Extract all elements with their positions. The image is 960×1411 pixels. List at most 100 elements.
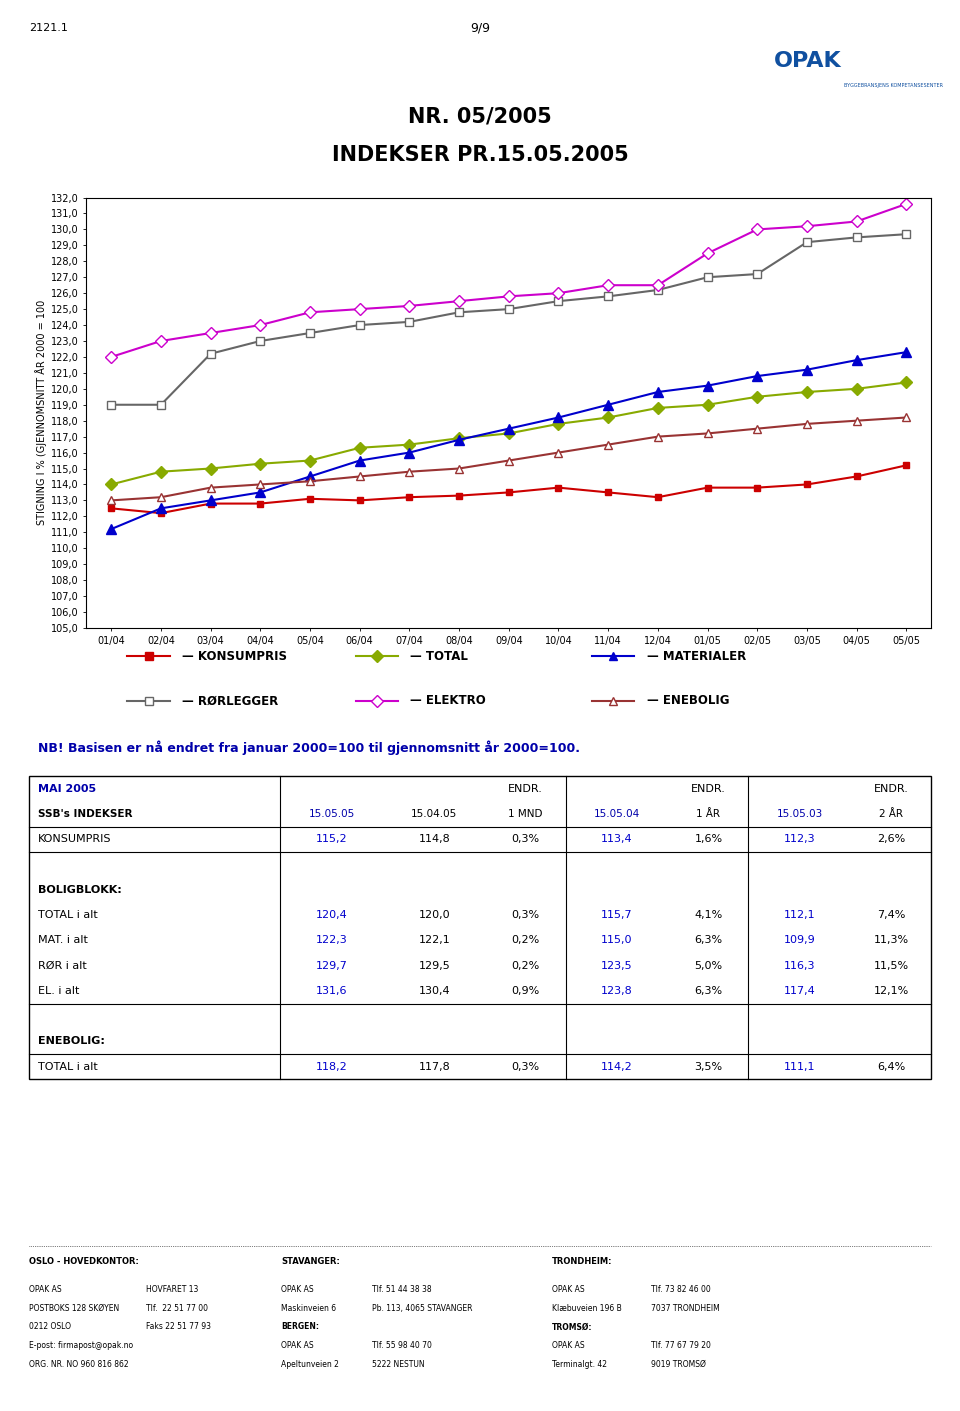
- Text: 4,1%: 4,1%: [694, 910, 723, 920]
- Text: — TOTAL: — TOTAL: [411, 649, 468, 663]
- Text: Tlf.  22 51 77 00: Tlf. 22 51 77 00: [146, 1304, 208, 1312]
- Text: — RØRLEGGER: — RØRLEGGER: [182, 694, 278, 707]
- Text: 15.05.05: 15.05.05: [308, 809, 354, 818]
- Text: OPAK AS: OPAK AS: [29, 1285, 61, 1294]
- Text: Klæbuveien 196 B: Klæbuveien 196 B: [552, 1304, 622, 1312]
- Text: TOTAL i alt: TOTAL i alt: [37, 1061, 98, 1072]
- Text: 11,3%: 11,3%: [874, 935, 909, 945]
- Text: 2 ÅR: 2 ÅR: [879, 809, 903, 818]
- Text: E-post: firmapost@opak.no: E-post: firmapost@opak.no: [29, 1340, 132, 1350]
- Text: — ELEKTRO: — ELEKTRO: [411, 694, 487, 707]
- Text: 15.04.05: 15.04.05: [411, 809, 457, 818]
- Text: P R I S S T I G N I N G S R A P P O R T: P R I S S T I G N I N G S R A P P O R T: [280, 59, 608, 73]
- Text: 1 MND: 1 MND: [509, 809, 543, 818]
- Text: 0212 OSLO: 0212 OSLO: [29, 1322, 71, 1332]
- Text: — KONSUMPRIS: — KONSUMPRIS: [182, 649, 287, 663]
- Text: ORG. NR. NO 960 816 862: ORG. NR. NO 960 816 862: [29, 1360, 129, 1369]
- Text: 123,5: 123,5: [601, 961, 633, 971]
- Text: 116,3: 116,3: [784, 961, 816, 971]
- Text: 12,1%: 12,1%: [874, 986, 909, 996]
- Text: OPAK AS: OPAK AS: [281, 1340, 314, 1350]
- Text: Tlf. 77 67 79 20: Tlf. 77 67 79 20: [652, 1340, 711, 1350]
- Text: 131,6: 131,6: [316, 986, 348, 996]
- Text: BOLIGBLOKK:: BOLIGBLOKK:: [37, 885, 122, 895]
- Text: ENEBOLIG:: ENEBOLIG:: [37, 1037, 105, 1047]
- Text: Tlf. 55 98 40 70: Tlf. 55 98 40 70: [372, 1340, 432, 1350]
- Text: 129,7: 129,7: [316, 961, 348, 971]
- Text: 115,2: 115,2: [316, 834, 348, 844]
- Text: MAT. i alt: MAT. i alt: [37, 935, 87, 945]
- Text: 2121.1: 2121.1: [29, 23, 67, 34]
- Text: TOTAL i alt: TOTAL i alt: [37, 910, 98, 920]
- Text: 0,2%: 0,2%: [512, 961, 540, 971]
- Text: 0,2%: 0,2%: [512, 935, 540, 945]
- Text: TRONDHEIM:: TRONDHEIM:: [552, 1257, 612, 1266]
- Text: INDEKSER PR.15.05.2005: INDEKSER PR.15.05.2005: [331, 145, 629, 165]
- Text: 6,3%: 6,3%: [694, 935, 723, 945]
- Text: 15.05.04: 15.05.04: [594, 809, 640, 818]
- Text: 114,8: 114,8: [419, 834, 450, 844]
- Text: 5222 NESTUN: 5222 NESTUN: [372, 1360, 424, 1369]
- Text: 0,9%: 0,9%: [512, 986, 540, 996]
- Text: OPAK AS: OPAK AS: [552, 1285, 585, 1294]
- Text: STAVANGER:: STAVANGER:: [281, 1257, 341, 1266]
- Text: 3,5%: 3,5%: [694, 1061, 723, 1072]
- Text: Tlf. 73 82 46 00: Tlf. 73 82 46 00: [652, 1285, 711, 1294]
- Text: NR. 05/2005: NR. 05/2005: [408, 107, 552, 127]
- Text: ENDR.: ENDR.: [508, 783, 543, 794]
- Text: 122,3: 122,3: [316, 935, 348, 945]
- Text: NB! Basisen er nå endret fra januar 2000=100 til gjennomsnitt år 2000=100.: NB! Basisen er nå endret fra januar 2000…: [37, 741, 580, 755]
- Text: 0,3%: 0,3%: [512, 1061, 540, 1072]
- Text: 1,6%: 1,6%: [694, 834, 723, 844]
- Text: 6,3%: 6,3%: [694, 986, 723, 996]
- Text: SSB's INDEKSER: SSB's INDEKSER: [37, 809, 132, 818]
- Text: 6,4%: 6,4%: [877, 1061, 905, 1072]
- Text: Faks 22 51 77 93: Faks 22 51 77 93: [146, 1322, 211, 1332]
- Text: Tlf. 51 44 38 38: Tlf. 51 44 38 38: [372, 1285, 431, 1294]
- Text: 7037 TRONDHEIM: 7037 TRONDHEIM: [652, 1304, 720, 1312]
- Text: 9019 TROMSØ: 9019 TROMSØ: [652, 1360, 707, 1369]
- Text: Maskinveien 6: Maskinveien 6: [281, 1304, 337, 1312]
- Text: 113,4: 113,4: [601, 834, 633, 844]
- Text: 5,0%: 5,0%: [694, 961, 723, 971]
- Text: 0,3%: 0,3%: [512, 910, 540, 920]
- Text: 2,6%: 2,6%: [877, 834, 905, 844]
- Text: 111,1: 111,1: [784, 1061, 816, 1072]
- Text: 112,1: 112,1: [784, 910, 816, 920]
- Text: 120,0: 120,0: [419, 910, 450, 920]
- Text: 15.05.03: 15.05.03: [777, 809, 823, 818]
- Text: ENDR.: ENDR.: [691, 783, 726, 794]
- Text: Terminalgt. 42: Terminalgt. 42: [552, 1360, 607, 1369]
- Text: 0,3%: 0,3%: [512, 834, 540, 844]
- Text: — MATERIALER: — MATERIALER: [647, 649, 746, 663]
- Text: 114,2: 114,2: [601, 1061, 633, 1072]
- Text: 117,8: 117,8: [419, 1061, 450, 1072]
- Text: 122,1: 122,1: [419, 935, 450, 945]
- Text: BYGGEBRANSJENS KOMPETANSESENTER: BYGGEBRANSJENS KOMPETANSESENTER: [844, 83, 943, 89]
- Text: 130,4: 130,4: [419, 986, 450, 996]
- Text: BERGEN:: BERGEN:: [281, 1322, 320, 1332]
- Text: 11,5%: 11,5%: [874, 961, 909, 971]
- Text: 109,9: 109,9: [784, 935, 816, 945]
- Text: 120,4: 120,4: [316, 910, 348, 920]
- Text: 1 ÅR: 1 ÅR: [696, 809, 720, 818]
- Text: KONSUMPRIS: KONSUMPRIS: [37, 834, 111, 844]
- Text: 123,8: 123,8: [601, 986, 633, 996]
- Text: 129,5: 129,5: [419, 961, 450, 971]
- Text: Pb. 113, 4065 STAVANGER: Pb. 113, 4065 STAVANGER: [372, 1304, 472, 1312]
- Text: RØR i alt: RØR i alt: [37, 961, 86, 971]
- Text: ENDR.: ENDR.: [874, 783, 909, 794]
- Text: 112,3: 112,3: [784, 834, 816, 844]
- Text: POSTBOKS 128 SKØYEN: POSTBOKS 128 SKØYEN: [29, 1304, 119, 1312]
- Text: OSLO - HOVEDKONTOR:: OSLO - HOVEDKONTOR:: [29, 1257, 138, 1266]
- Text: — ENEBOLIG: — ENEBOLIG: [647, 694, 730, 707]
- Y-axis label: STIGNING I % (GJENNOMSNITT ÅR 2000 = 100: STIGNING I % (GJENNOMSNITT ÅR 2000 = 100: [35, 301, 47, 525]
- Text: OPAK AS: OPAK AS: [281, 1285, 314, 1294]
- Text: EL. i alt: EL. i alt: [37, 986, 79, 996]
- Text: OPAK AS: OPAK AS: [552, 1340, 585, 1350]
- Text: 118,2: 118,2: [316, 1061, 348, 1072]
- Text: 117,4: 117,4: [784, 986, 816, 996]
- Text: TROMSØ:: TROMSØ:: [552, 1322, 592, 1332]
- Text: MAI 2005: MAI 2005: [37, 783, 96, 794]
- Text: 115,0: 115,0: [601, 935, 633, 945]
